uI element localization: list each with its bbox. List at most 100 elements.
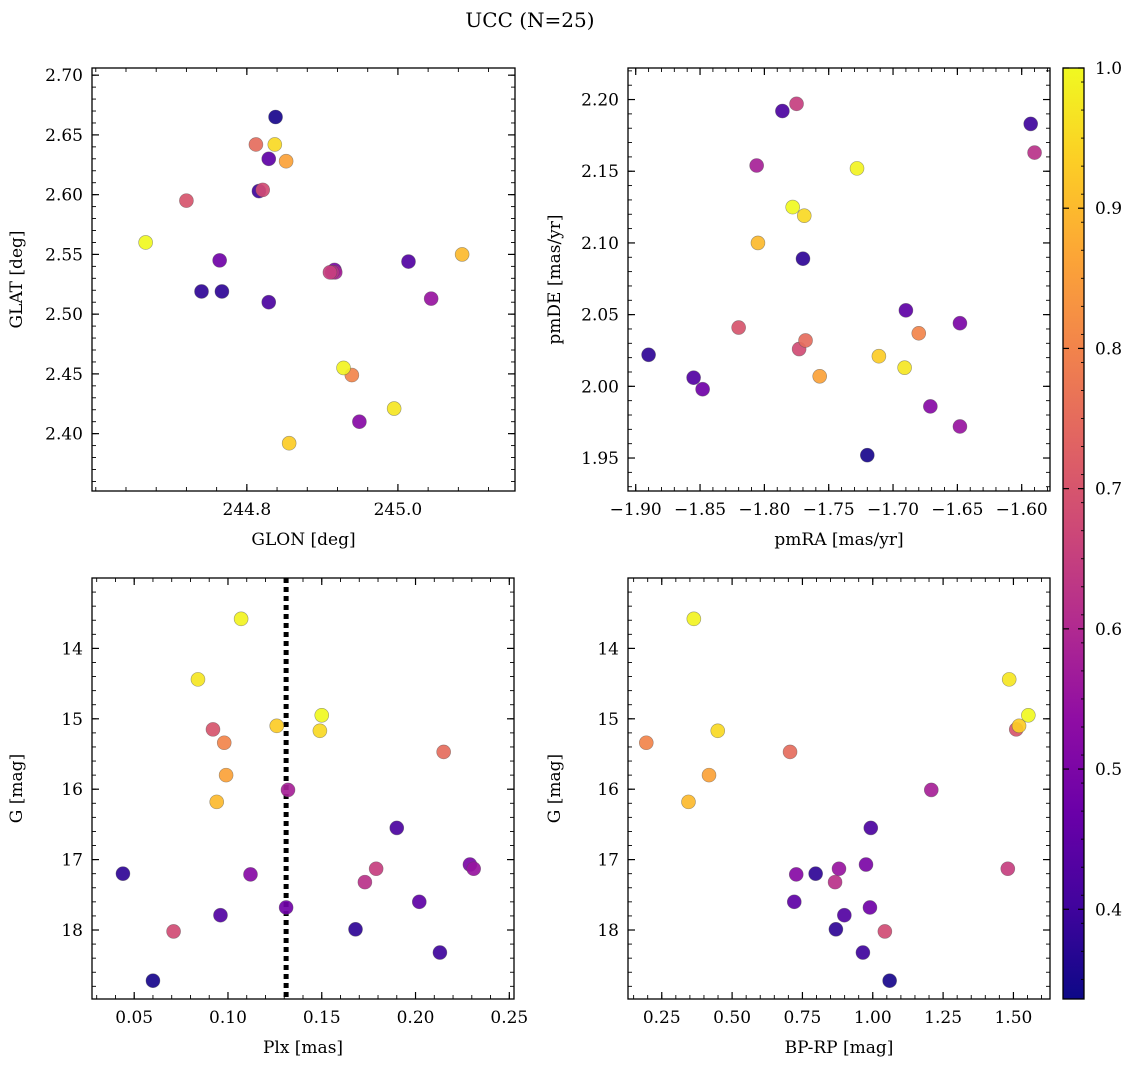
data-point xyxy=(786,894,802,910)
data-point xyxy=(261,151,277,167)
y-tick-label: 16 xyxy=(61,780,83,800)
data-point xyxy=(695,381,710,397)
data-point xyxy=(812,368,828,384)
data-point xyxy=(785,199,800,215)
data-point xyxy=(831,861,847,877)
data-point xyxy=(858,857,874,872)
y-tick-label: 2.05 xyxy=(581,306,619,326)
panel-4: 0.25 0.50 0.75 1.00 1.25 1.50 14 15 16 17 18 BP-RP … xyxy=(545,577,1051,1058)
x-tick-label: 0.10 xyxy=(209,1008,247,1028)
data-point xyxy=(336,360,351,376)
data-point xyxy=(828,922,844,937)
data-point xyxy=(115,866,131,881)
data-point xyxy=(855,945,871,960)
y-tick-label: 2.20 xyxy=(581,91,619,111)
colorbar-tick-label: 0.9 xyxy=(1095,199,1122,219)
data-point xyxy=(923,399,938,414)
y-tick-label: 15 xyxy=(597,710,619,730)
data-point xyxy=(179,193,194,208)
data-point xyxy=(1011,718,1027,734)
data-point xyxy=(357,874,373,890)
data-point xyxy=(268,109,283,125)
x-axis-label: GLON [deg] xyxy=(251,530,355,550)
y-tick-label: 2.40 xyxy=(45,425,83,445)
data-point xyxy=(871,348,887,364)
x-axis-label: BP-RP [mag] xyxy=(785,1038,894,1058)
data-point xyxy=(214,284,230,299)
colorbar: 0.4 0.5 0.6 0.7 0.8 0.9 1.0 xyxy=(1062,59,1122,1000)
data-point xyxy=(898,303,914,318)
x-tick-label: 1.25 xyxy=(924,1008,962,1028)
data-point xyxy=(389,820,405,836)
colorbar-tick-label: 0.5 xyxy=(1095,760,1122,780)
data-point xyxy=(269,718,285,734)
x-axis-label: pmRA [mas/yr] xyxy=(774,530,903,550)
x-tick-label: 0.25 xyxy=(643,1008,681,1028)
data-point xyxy=(641,347,656,363)
data-point xyxy=(788,867,804,882)
data-point xyxy=(205,722,221,737)
x-tick-label: −1.65 xyxy=(931,500,983,520)
y-axis-label: GLAT [deg] xyxy=(7,230,27,328)
data-point xyxy=(423,291,439,306)
data-point xyxy=(923,782,939,798)
data-point xyxy=(686,370,701,386)
data-point xyxy=(798,333,813,348)
y-tick-label: 2.15 xyxy=(581,162,619,182)
data-point xyxy=(255,182,271,198)
data-point xyxy=(749,158,764,173)
x-tick-label: 0.50 xyxy=(713,1008,751,1028)
data-point xyxy=(1000,861,1016,877)
data-point xyxy=(432,945,448,960)
colorbar-tick-label: 1.0 xyxy=(1095,59,1122,79)
data-point xyxy=(261,294,277,310)
data-point xyxy=(466,861,481,877)
data-point xyxy=(436,744,451,760)
y-axis-label: G [mag] xyxy=(7,754,27,823)
data-point xyxy=(1021,707,1036,723)
data-point xyxy=(386,401,402,416)
x-tick-label: −1.85 xyxy=(674,500,726,520)
data-point xyxy=(1027,145,1042,160)
colorbar-frame xyxy=(1062,67,1085,1000)
y-tick-label: 2.60 xyxy=(45,186,83,206)
axes-frame xyxy=(627,67,1051,492)
x-tick-label: 1.50 xyxy=(994,1008,1032,1028)
axes-frame xyxy=(91,577,515,1000)
x-tick-label: 244.8 xyxy=(223,500,272,520)
data-point xyxy=(952,419,968,434)
x-tick-label: 1.00 xyxy=(854,1008,892,1028)
data-point xyxy=(701,767,717,783)
data-point xyxy=(827,874,843,890)
x-tick-label: −1.60 xyxy=(996,500,1048,520)
colorbar-tick-label: 0.4 xyxy=(1095,900,1122,920)
y-tick-label: 2.65 xyxy=(45,126,83,146)
data-point xyxy=(877,924,893,939)
colorbar-tick-label: 0.7 xyxy=(1095,480,1122,500)
data-point xyxy=(278,153,294,169)
data-point xyxy=(911,325,927,341)
colorbar-tick-label: 0.6 xyxy=(1095,620,1122,640)
y-tick-label: 16 xyxy=(597,780,619,800)
y-tick-label: 15 xyxy=(61,710,83,730)
panel-3: 0.05 0.10 0.15 0.20 0.25 14 15 16 17 18 Plx [mas] G… xyxy=(7,577,528,1058)
y-tick-label: 2.70 xyxy=(45,66,83,86)
x-tick-label: 0.05 xyxy=(115,1008,153,1028)
y-tick-label: 18 xyxy=(597,921,619,941)
data-point xyxy=(280,782,296,798)
y-tick-label: 17 xyxy=(61,851,83,871)
panels: 244.8 245.0 2.40 2.45 2.50 2.55 2.60 2.65 2.70 GL… xyxy=(7,66,1051,1058)
y-tick-label: 2.10 xyxy=(581,234,619,254)
data-point xyxy=(138,235,153,250)
data-point xyxy=(860,447,875,463)
figure-title: UCC (N=25) xyxy=(465,8,594,32)
data-point xyxy=(638,735,654,751)
x-axis-label: Plx [mas] xyxy=(263,1038,343,1058)
data-point xyxy=(795,251,811,267)
data-point xyxy=(952,315,968,331)
data-point xyxy=(782,744,798,760)
x-tick-label: −1.90 xyxy=(610,500,662,520)
x-tick-label: 0.20 xyxy=(397,1008,435,1028)
data-point xyxy=(808,866,823,881)
